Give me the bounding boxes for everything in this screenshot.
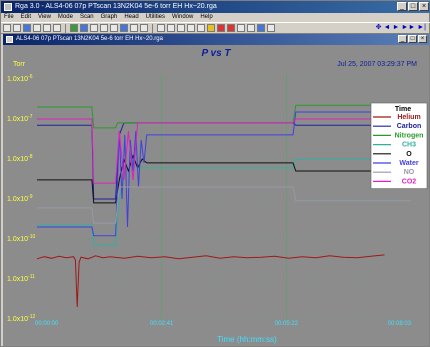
- refresh-icon[interactable]: [43, 24, 51, 32]
- app-title-bar[interactable]: Rga 3.0 - ALS4-06 07p PTscan 13N2K04 5e-…: [1, 1, 430, 13]
- menu-edit[interactable]: Edit: [20, 14, 32, 20]
- nav-arrows: ✥ ◄ ► ►► ►|: [376, 23, 426, 32]
- legend-item[interactable]: CO2: [402, 178, 417, 185]
- graph-icon[interactable]: [157, 24, 165, 32]
- legend-item[interactable]: CH3: [402, 142, 416, 149]
- y-tick-label: 1.0x10-8: [7, 154, 33, 163]
- chart-series: [36, 104, 411, 308]
- menu-head[interactable]: Head: [124, 14, 139, 20]
- chart-icon[interactable]: [257, 24, 265, 32]
- series-line-helium: [36, 254, 385, 308]
- legend-item[interactable]: NO: [404, 169, 415, 176]
- stop-icon[interactable]: [217, 24, 225, 32]
- series-line-water: [37, 111, 411, 237]
- grid-icon[interactable]: [140, 24, 148, 32]
- x-tick-labels: 00:00:00 00:02:41 00:05:22 00:08:03: [35, 321, 412, 327]
- red-x-icon[interactable]: [227, 24, 235, 32]
- help-icon[interactable]: [267, 24, 275, 32]
- app-icon: [4, 3, 12, 11]
- print-icon[interactable]: [33, 24, 41, 32]
- menu-scan[interactable]: Scan: [79, 14, 94, 20]
- child-maximize-button[interactable]: □: [408, 35, 417, 43]
- minimize-button[interactable]: _: [397, 2, 407, 11]
- plot-area[interactable]: Time Helium Carbon Nitrogen CH3 O Water NO CO2 P…: [3, 45, 429, 346]
- undo-icon[interactable]: [197, 24, 205, 32]
- move-icon[interactable]: ✥: [375, 24, 382, 31]
- fast-forward-icon[interactable]: ►►: [401, 24, 416, 31]
- legend-title: Time: [395, 106, 411, 113]
- series-line-nitrogen: [37, 104, 411, 129]
- y-tick-label: 1.0x10-9: [7, 194, 33, 203]
- menu-utilities[interactable]: Utilities: [145, 14, 165, 20]
- end-icon[interactable]: ►|: [417, 24, 426, 31]
- x-tick-label: 00:05:22: [275, 321, 299, 327]
- series-line-no: [37, 186, 411, 224]
- grid-icon[interactable]: [100, 24, 108, 32]
- child-close-button[interactable]: ×: [418, 35, 427, 43]
- x-tick-label: 00:02:41: [150, 321, 174, 327]
- toolbar-separator: [65, 23, 66, 33]
- bar-icon[interactable]: [80, 24, 88, 32]
- series-line-co2: [37, 118, 411, 184]
- menu-view[interactable]: View: [38, 14, 51, 20]
- toolbar-separator: [152, 23, 153, 33]
- y-tick-label: 1.0x10-6: [7, 74, 33, 83]
- y-tick-label: 1.0x10-12: [7, 314, 35, 323]
- chart-timestamp: Jul 25, 2007 03:29:37 PM: [337, 61, 417, 68]
- series-line-o: [37, 154, 411, 204]
- y-tick-label: 1.0x10-11: [7, 274, 35, 283]
- table-icon[interactable]: [90, 24, 98, 32]
- tools-icon[interactable]: [247, 24, 255, 32]
- app-title: Rga 3.0 - ALS4-06 07p PTscan 13N2K04 5e-…: [15, 3, 217, 10]
- x-tick-label: 00:08:03: [388, 321, 412, 327]
- menu-file[interactable]: File: [4, 14, 14, 20]
- chart-grid: [37, 73, 411, 320]
- grid-icon[interactable]: [110, 24, 118, 32]
- x-axis-label: Time (hh:mm:ss): [217, 335, 277, 344]
- toolbar: [1, 22, 430, 34]
- open-icon[interactable]: [13, 24, 21, 32]
- save-icon[interactable]: [23, 24, 31, 32]
- chart-title: P vs T: [201, 48, 231, 59]
- arrow-left-icon[interactable]: ◄: [383, 24, 391, 31]
- close-button[interactable]: ×: [419, 2, 429, 11]
- new-icon[interactable]: [3, 24, 11, 32]
- legend-item[interactable]: Helium: [397, 114, 420, 121]
- y-tick-labels: 1.0x10-6 1.0x10-7 1.0x10-8 1.0x10-9 1.0x10-1…: [7, 74, 35, 323]
- legend-item[interactable]: Water: [399, 160, 418, 167]
- menu-window[interactable]: Window: [172, 14, 194, 20]
- legend-item[interactable]: O: [406, 151, 412, 158]
- zoom-out-icon[interactable]: [187, 24, 195, 32]
- x-tick-label: 00:00:00: [35, 321, 59, 327]
- arrow-right-icon[interactable]: ►: [392, 24, 400, 31]
- legend-item[interactable]: Nitrogen: [395, 132, 424, 139]
- zoom-in-icon[interactable]: [177, 24, 185, 32]
- document-icon: [6, 36, 13, 43]
- child-window-title: ALS4-06 07p PTscan 13N2K04 5e-6 torr EH …: [16, 36, 163, 42]
- y-axis-label: Torr: [13, 61, 26, 68]
- filament-icon[interactable]: [207, 24, 215, 32]
- grid-icon[interactable]: [130, 24, 138, 32]
- y-tick-label: 1.0x10-7: [7, 114, 33, 123]
- leak-icon[interactable]: [167, 24, 175, 32]
- child-minimize-button[interactable]: _: [398, 35, 407, 43]
- child-window-title-bar[interactable]: ALS4-06 07p PTscan 13N2K04 5e-6 torr EH …: [3, 34, 429, 45]
- legend-item[interactable]: Carbon: [397, 123, 422, 130]
- menu-help[interactable]: Help: [200, 14, 213, 20]
- pan-icon[interactable]: [237, 24, 245, 32]
- bar-icon[interactable]: [70, 24, 78, 32]
- legend-box: [370, 102, 428, 189]
- target-icon[interactable]: [53, 24, 61, 32]
- y-tick-label: 1.0x10-10: [7, 234, 35, 243]
- menu-mode[interactable]: Mode: [57, 14, 73, 20]
- monitor-icon[interactable]: [120, 24, 128, 32]
- menu-bar: File Edit View Mode Scan Graph Head Util…: [1, 13, 430, 22]
- maximize-button[interactable]: □: [408, 2, 418, 11]
- menu-graph[interactable]: Graph: [100, 14, 118, 20]
